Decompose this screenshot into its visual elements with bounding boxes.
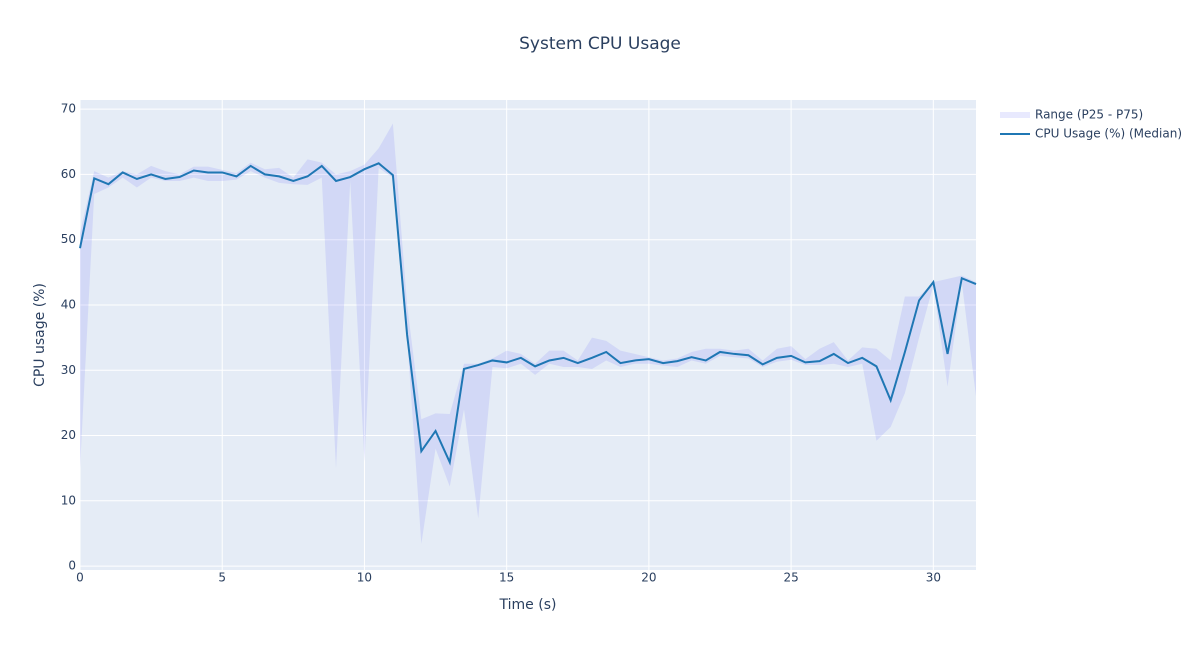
x-tick-label: 15	[499, 571, 514, 585]
y-tick-label: 0	[68, 559, 76, 573]
x-tick-label: 0	[76, 571, 84, 585]
x-tick-label: 10	[357, 571, 372, 585]
y-tick-label: 30	[61, 363, 76, 377]
plot-area	[80, 100, 976, 570]
x-tick-label: 30	[926, 571, 941, 585]
x-tick-label: 5	[218, 571, 226, 585]
y-tick-label: 10	[61, 493, 76, 507]
x-tick-label: 25	[783, 571, 798, 585]
y-tick-label: 20	[61, 428, 76, 442]
x-axis-title: Time (s)	[499, 597, 557, 613]
y-axis-title: CPU usage (%)	[32, 283, 48, 387]
legend-label: CPU Usage (%) (Median)	[1035, 127, 1182, 141]
chart-title: System CPU Usage	[519, 34, 681, 54]
series-line	[79, 162, 977, 466]
y-tick-label: 40	[61, 297, 76, 311]
y-tick-label: 70	[61, 102, 76, 116]
y-tick-label: 60	[61, 167, 76, 181]
x-tick-label: 20	[641, 571, 656, 585]
y-tick-label: 50	[61, 232, 76, 246]
legend-label: Range (P25 - P75)	[1035, 108, 1143, 122]
